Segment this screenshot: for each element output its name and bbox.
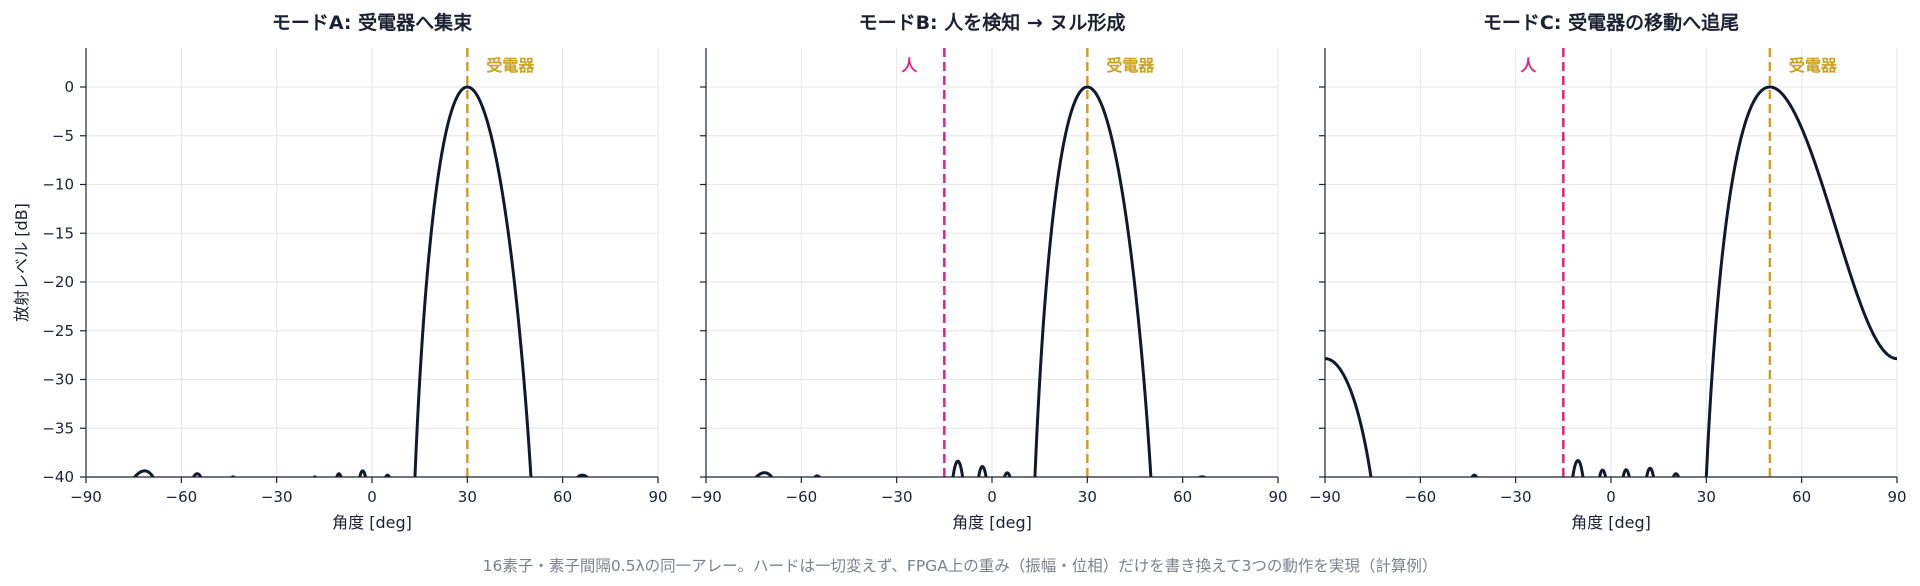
- x-tick-label: 30: [1078, 488, 1097, 506]
- y-tick-label: −40: [42, 468, 74, 486]
- y-tick-label: −10: [42, 176, 74, 194]
- person-marker-label: 人: [901, 56, 918, 75]
- x-tick-label: −90: [1309, 488, 1341, 506]
- x-tick-label: −30: [881, 488, 913, 506]
- x-tick-label: 0: [367, 488, 377, 506]
- y-tick-label: −25: [42, 322, 74, 340]
- x-tick-label: 90: [1887, 488, 1906, 506]
- y-axis-label: 放射レベル [dB]: [12, 203, 31, 322]
- figure-caption: 16素子・素子間隔0.5λの同一アレー。ハードは一切変えず、FPGA上の重み（振…: [483, 556, 1438, 575]
- panel-title: モードA: 受電器へ集束: [272, 11, 473, 34]
- y-tick-label: −35: [42, 419, 74, 437]
- x-tick-label: 60: [1173, 488, 1192, 506]
- x-axis-label: 角度 [deg]: [332, 513, 412, 532]
- x-tick-label: 90: [648, 488, 667, 506]
- receiver-marker-label: 受電器: [1789, 56, 1838, 75]
- x-tick-label: −60: [786, 488, 818, 506]
- x-tick-label: 30: [1697, 488, 1716, 506]
- x-tick-label: 60: [1792, 488, 1811, 506]
- y-tick-label: −20: [42, 273, 74, 291]
- x-tick-label: −30: [261, 488, 293, 506]
- person-marker-label: 人: [1520, 56, 1537, 75]
- x-tick-label: 60: [553, 488, 572, 506]
- x-tick-label: 90: [1268, 488, 1287, 506]
- receiver-marker-label: 受電器: [486, 56, 535, 75]
- beam-pattern-line: [1325, 85, 1897, 477]
- x-tick-label: 0: [987, 488, 997, 506]
- x-tick-label: 30: [458, 488, 477, 506]
- chart-panel-2: 人 受電器 −90 −60 −30 0 30 60 90 モードB: 人を検知 → ヌル形成角度 …: [690, 11, 1287, 532]
- y-tick-label: −30: [42, 371, 74, 389]
- x-tick-label: −60: [1405, 488, 1437, 506]
- y-tick-label: 0: [64, 78, 74, 96]
- x-tick-label: −90: [70, 488, 102, 506]
- x-tick-label: −90: [690, 488, 722, 506]
- panel-title: モードB: 人を検知 → ヌル形成: [859, 11, 1126, 34]
- y-tick-label: −5: [52, 127, 74, 145]
- panel-title: モードC: 受電器の移動へ追尾: [1483, 11, 1739, 34]
- x-axis-label: 角度 [deg]: [1571, 513, 1651, 532]
- x-tick-label: 0: [1606, 488, 1616, 506]
- y-tick-label: −15: [42, 224, 74, 242]
- x-tick-label: −30: [1500, 488, 1532, 506]
- x-axis-label: 角度 [deg]: [952, 513, 1032, 532]
- x-tick-label: −60: [166, 488, 198, 506]
- chart-panel-1: 受電器 −90 −60 −30 0 30 60 90 0 −5 −10 −15 −20 −25 −30 −35…: [12, 11, 668, 532]
- receiver-marker-label: 受電器: [1106, 56, 1155, 75]
